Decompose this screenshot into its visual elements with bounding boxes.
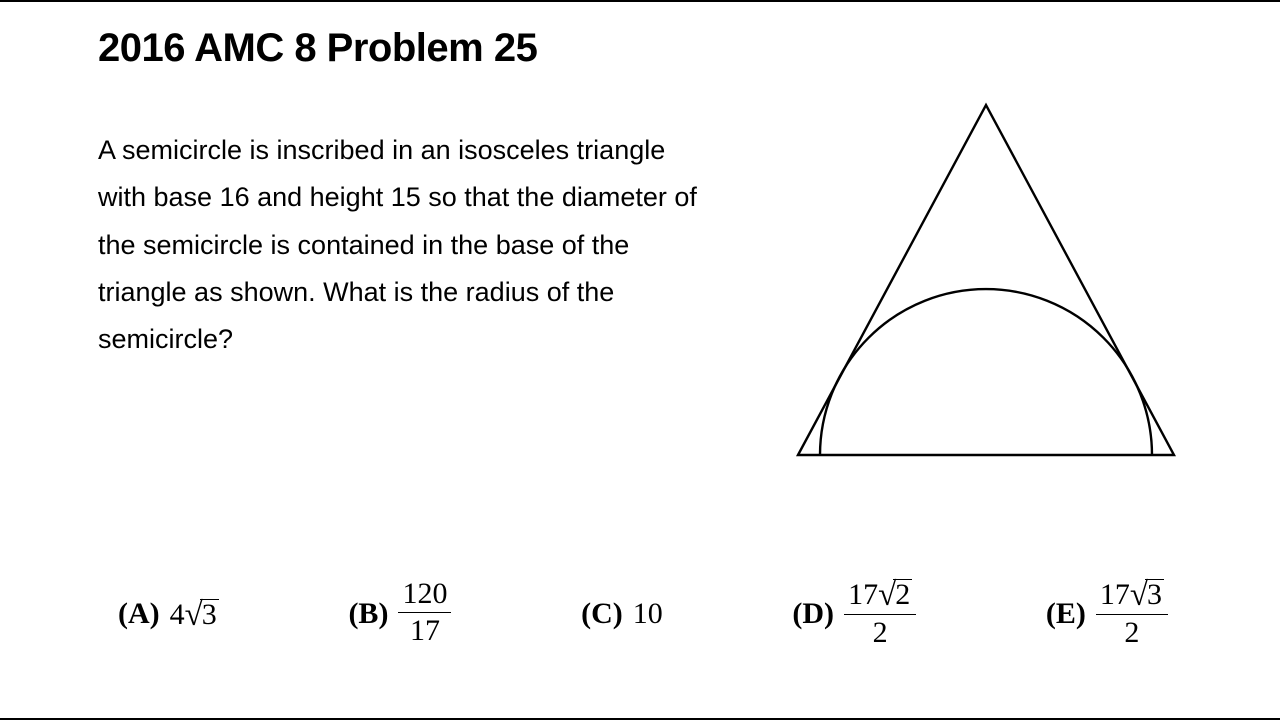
problem-text: A semicircle is inscribed in an isoscele… [98, 127, 718, 363]
choice-e-value: 17√3 2 [1096, 577, 1168, 648]
choice-a-value: 4√3 [170, 596, 219, 633]
choice-b-label: (B) [348, 597, 388, 631]
problem-body: A semicircle is inscribed in an isoscele… [98, 127, 1182, 472]
choice-c-value: 10 [633, 597, 663, 631]
choice-b-value: 120 17 [398, 578, 451, 646]
choice-c-label: (C) [581, 597, 623, 631]
choice-e-label: (E) [1046, 597, 1086, 631]
choice-c: (C) 10 [581, 597, 663, 631]
problem-figure [790, 97, 1182, 472]
answer-choices: (A) 4√3 (B) 120 17 (C) 10 (D) 17√2 2 (E)… [0, 579, 1280, 650]
choice-d: (D) 17√2 2 [792, 579, 916, 650]
choice-a: (A) 4√3 [118, 596, 219, 633]
choice-d-value: 17√2 2 [844, 577, 916, 648]
choice-d-label: (D) [792, 597, 834, 631]
choice-a-label: (A) [118, 597, 160, 631]
choice-b: (B) 120 17 [348, 580, 451, 648]
choice-e: (E) 17√3 2 [1046, 579, 1168, 650]
page-title: 2016 AMC 8 Problem 25 [98, 26, 1182, 71]
